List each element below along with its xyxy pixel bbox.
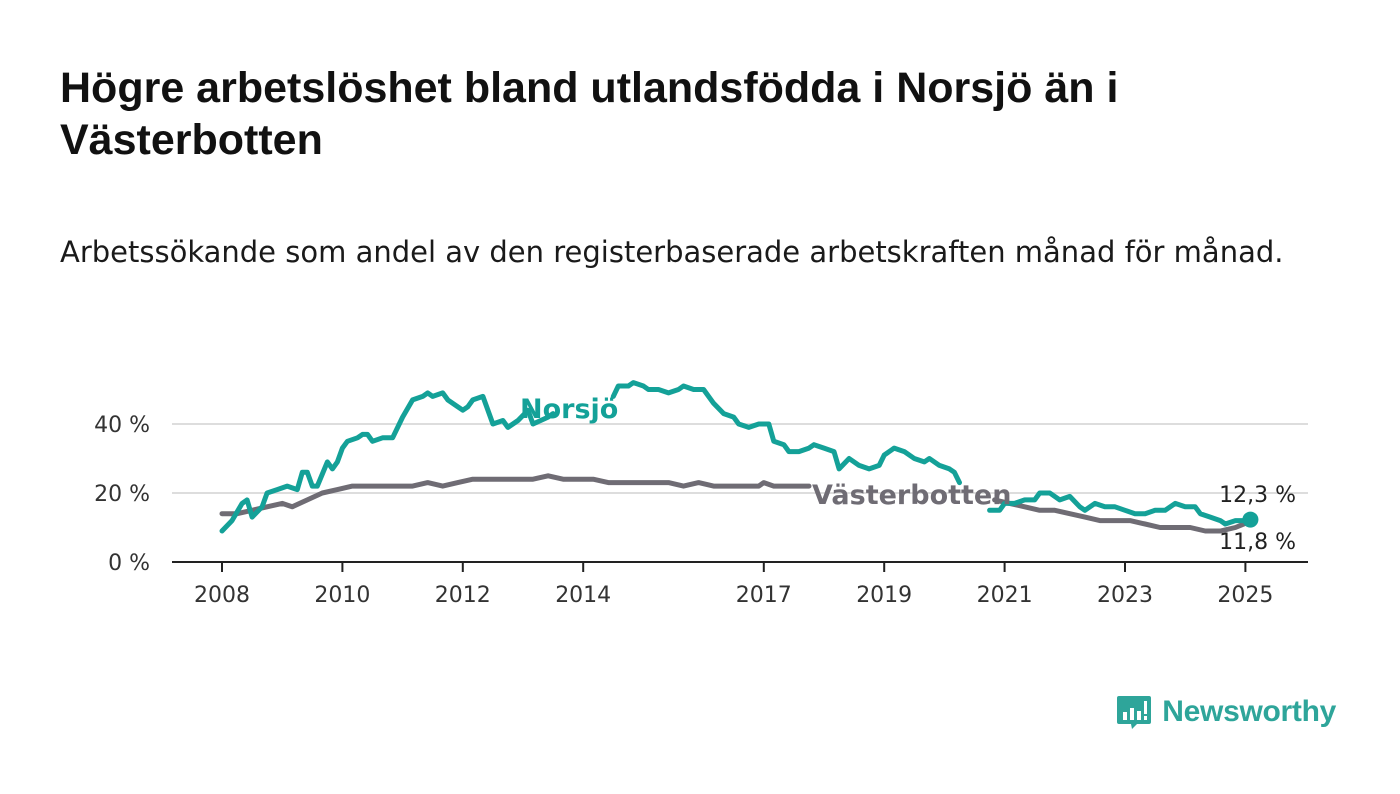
x-tick-label: 2012 — [435, 583, 491, 608]
series-lines — [219, 380, 1259, 534]
series-label-norsjo: Norsjö — [520, 394, 618, 425]
x-tick-label: 2021 — [977, 583, 1033, 608]
gridlines — [172, 423, 1308, 494]
series-line-norsjo — [610, 380, 962, 486]
x-tick-label: 2025 — [1217, 583, 1273, 608]
newsworthy-logo: Newsworthy — [1116, 690, 1336, 734]
newsworthy-logo-icon — [1117, 696, 1152, 729]
chart-subtitle: Arbetssökande som andel av den registerb… — [60, 235, 1284, 269]
y-tick-label: 40 % — [94, 413, 150, 438]
x-tick-label: 2023 — [1097, 583, 1153, 608]
series-line-norsjo — [987, 490, 1253, 527]
end-label-vasterbotten: 11,8 % — [1219, 530, 1296, 555]
end-label-norsjo: 12,3 % — [1219, 483, 1296, 508]
x-tick-label: 2017 — [736, 583, 792, 608]
x-tick-label: 2008 — [194, 583, 250, 608]
series-endpoint — [1242, 511, 1259, 528]
series-line-norsjo — [219, 390, 556, 534]
chart-title: Högre arbetslöshet bland utlandsfödda i … — [60, 64, 1119, 164]
x-tick-label: 2010 — [314, 583, 370, 608]
y-tick-label: 0 % — [108, 551, 150, 576]
newsworthy-logo-text: Newsworthy — [1162, 695, 1336, 728]
x-tick-label: 2019 — [856, 583, 912, 608]
axes: 0 % 20 % 40 % 2008 2010 2012 2014 2017 2019 2021 2… — [94, 413, 1308, 608]
x-tick-label: 2014 — [555, 583, 611, 608]
series-line-vasterbotten — [992, 497, 1253, 534]
series-labels: Norsjö Västerbotten 12,3 % 11,8 % — [520, 394, 1296, 555]
y-tick-label: 20 % — [94, 482, 150, 507]
series-label-vasterbotten: Västerbotten — [812, 480, 1011, 511]
series-line-vasterbotten — [219, 473, 812, 517]
